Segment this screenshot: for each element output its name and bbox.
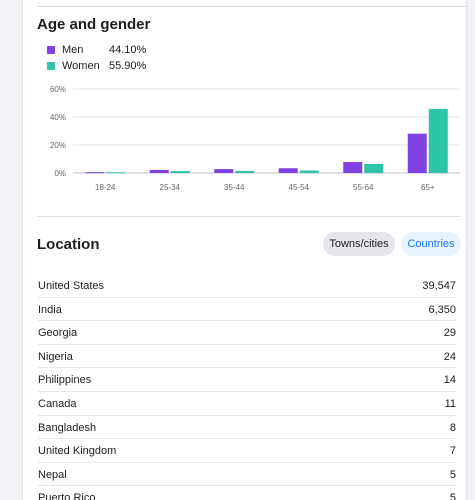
location-count: 24: [443, 350, 456, 363]
location-count: 14: [443, 374, 456, 387]
bar-men-18-24[interactable]: [85, 172, 105, 174]
top-divider: [37, 6, 468, 7]
location-count: 8: [449, 421, 456, 434]
location-row: India 6,350: [38, 298, 456, 322]
location-name: United Kingdom: [38, 445, 117, 458]
countries-button[interactable]: Countries: [401, 232, 461, 256]
location-row: United States 39,547: [38, 274, 456, 298]
location-count: 7: [449, 445, 456, 458]
y-tick-label: 60%: [50, 85, 66, 94]
location-row: United Kingdom 7: [38, 439, 456, 463]
x-tick-label: 65+: [421, 183, 435, 192]
legend-item-women: Women 55.90%: [47, 58, 146, 74]
location-name: Philippines: [38, 374, 92, 387]
women-swatch: [47, 62, 55, 70]
location-row: Canada 11: [38, 392, 456, 416]
location-name: India: [38, 303, 62, 316]
bar-women-55-64[interactable]: [364, 163, 384, 173]
bar-women-45-54[interactable]: [299, 170, 319, 173]
age-gender-title: Age and gender: [37, 16, 151, 33]
audience-card: Age and gender Men 44.10% Women 55.90% 0…: [22, 0, 468, 500]
location-count: 6,350: [428, 303, 456, 316]
legend-value-women: 55.90%: [109, 60, 147, 72]
location-count: 5: [449, 492, 456, 500]
legend-value-men: 44.10%: [109, 44, 147, 56]
location-count: 11: [444, 397, 456, 410]
location-row: Puerto Rico 5: [38, 486, 456, 500]
location-row: Bangladesh 8: [38, 416, 456, 440]
bar-men-55-64[interactable]: [343, 161, 363, 173]
location-name: Canada: [38, 397, 77, 410]
bar-men-65+[interactable]: [407, 133, 427, 173]
bar-women-35-44[interactable]: [235, 170, 255, 173]
y-tick-label: 20%: [50, 141, 66, 150]
location-name: Georgia: [38, 327, 78, 340]
bar-men-45-54[interactable]: [278, 168, 298, 173]
location-row: Philippines 14: [38, 368, 456, 392]
location-title: Location: [37, 236, 100, 253]
towns-cities-button[interactable]: Towns/cities: [323, 232, 395, 256]
location-count: 5: [449, 468, 456, 481]
age-gender-chart: 0% 20% 40% 60% 18-24 25-34 35-44 45-54 55-64 65+: [50, 85, 460, 192]
legend-label-men: Men: [62, 44, 84, 56]
location-name: Nigeria: [38, 350, 73, 363]
x-tick-label: 25-34: [160, 183, 181, 192]
bar-women-18-24[interactable]: [106, 172, 126, 174]
x-tick-label: 35-44: [224, 183, 245, 192]
y-tick-label: 0%: [54, 169, 66, 178]
location-name: Puerto Rico: [38, 492, 96, 500]
bar-men-35-44[interactable]: [214, 169, 234, 173]
location-row: Nepal 5: [38, 463, 456, 487]
section-divider: [37, 216, 460, 217]
x-tick-label: 18-24: [95, 183, 116, 192]
y-tick-label: 40%: [50, 113, 66, 122]
location-name: Bangladesh: [38, 421, 97, 434]
bar-women-65+[interactable]: [428, 108, 448, 173]
bar-men-25-34[interactable]: [149, 169, 169, 173]
location-count: 39,547: [422, 280, 456, 292]
x-tick-label: 45-54: [289, 183, 310, 192]
location-count: 29: [443, 327, 456, 340]
legend-label-women: Women: [62, 60, 100, 72]
x-tick-label: 55-64: [353, 183, 374, 192]
legend-item-men: Men 44.10%: [47, 42, 146, 58]
location-list: United States 39,547 India 6,350 Georgia 29 Ni…: [38, 274, 456, 500]
location-name: United States: [38, 280, 105, 292]
men-swatch: [47, 46, 55, 54]
location-row: Nigeria 24: [38, 345, 456, 369]
gender-legend: Men 44.10% Women 55.90%: [47, 42, 146, 74]
location-name: Nepal: [38, 468, 67, 481]
location-row: Georgia 29: [38, 321, 456, 345]
bar-women-25-34[interactable]: [170, 171, 190, 173]
